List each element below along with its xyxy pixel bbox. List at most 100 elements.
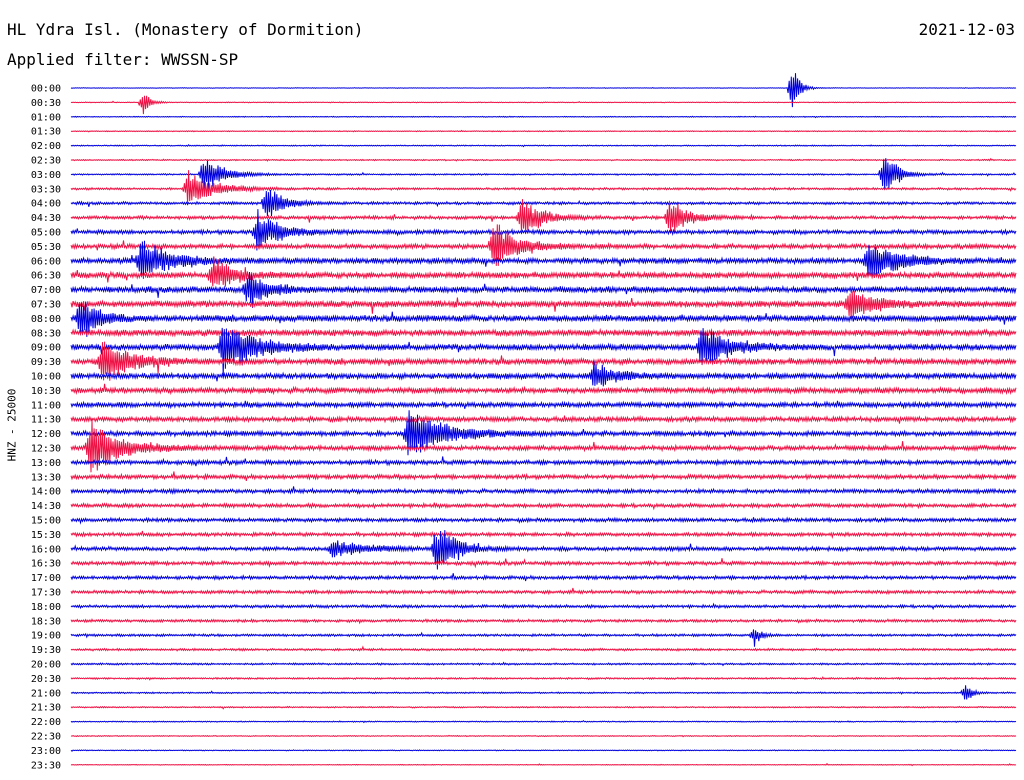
- row-time-label: 21:00: [31, 688, 61, 699]
- row-time-label: 12:30: [31, 444, 61, 455]
- row-time-label: 15:00: [31, 516, 61, 527]
- row-time-label: 03:30: [31, 184, 61, 195]
- seismic-trace-0000: [70, 73, 1017, 108]
- seismic-trace-1600: [70, 530, 1017, 570]
- seismic-trace-1400: [70, 486, 1017, 496]
- row-time-label: 16:30: [31, 559, 61, 570]
- seismic-trace-0200: [70, 144, 1017, 148]
- seismic-trace-2330: [70, 762, 1017, 767]
- row-time-label: 11:30: [31, 415, 61, 426]
- row-time-label: 19:00: [31, 631, 61, 642]
- seismic-trace-0130: [70, 129, 1017, 133]
- row-time-label: 12:00: [31, 429, 61, 440]
- station-title: HL Ydra Isl. (Monastery of Dormition): [7, 20, 364, 39]
- row-time-label: 07:00: [31, 285, 61, 296]
- row-time-label: 13:00: [31, 458, 61, 469]
- row-time-label: 22:30: [31, 732, 61, 743]
- seismic-trace-2230: [70, 734, 1017, 738]
- row-time-label: 00:00: [31, 84, 61, 95]
- date-label: 2021-12-03: [918, 20, 1015, 39]
- row-time-label: 02:00: [31, 141, 61, 152]
- seismic-trace-0100: [70, 115, 1017, 119]
- seismic-trace-0400: [70, 189, 1017, 217]
- seismic-trace-2130: [70, 705, 1017, 710]
- row-time-label: 13:30: [31, 472, 61, 483]
- row-time-label: 08:00: [31, 314, 61, 325]
- seismic-trace-1230: [70, 419, 1017, 473]
- seismic-trace-2300: [70, 749, 1017, 752]
- row-time-label: 21:30: [31, 703, 61, 714]
- seismic-trace-1530: [70, 530, 1017, 539]
- row-time-label: 22:00: [31, 717, 61, 728]
- seismic-trace-2100: [70, 685, 1017, 700]
- seismic-trace-1100: [70, 400, 1017, 410]
- row-time-label: 06:30: [31, 271, 61, 282]
- row-time-label: 11:00: [31, 400, 61, 411]
- seismic-trace-1500: [70, 516, 1017, 525]
- row-time-label: 20:30: [31, 674, 61, 685]
- seismic-trace-1900: [70, 629, 1017, 647]
- seismic-trace-1030: [70, 383, 1017, 396]
- seismic-trace-1000: [70, 360, 1017, 387]
- row-time-label: 00:30: [31, 98, 61, 109]
- seismic-trace-1130: [70, 414, 1017, 424]
- seismic-trace-0030: [70, 95, 1017, 115]
- seismic-trace-1700: [70, 573, 1017, 582]
- row-time-label: 19:30: [31, 645, 61, 656]
- row-time-label: 16:00: [31, 544, 61, 555]
- seismic-trace-0230: [70, 157, 1017, 162]
- seismic-trace-2000: [70, 661, 1017, 667]
- row-time-label: 05:30: [31, 242, 61, 253]
- seismic-trace-0930: [70, 341, 1017, 381]
- row-time-label: 01:00: [31, 112, 61, 123]
- seismic-trace-0830: [70, 327, 1017, 338]
- seismic-trace-2030: [70, 676, 1017, 681]
- seismic-trace-1630: [70, 558, 1017, 569]
- row-time-label: 17:30: [31, 588, 61, 599]
- seismic-trace-0600: [70, 240, 1017, 279]
- seismic-trace-1730: [70, 587, 1017, 596]
- seismic-trace-1330: [70, 471, 1017, 482]
- row-time-label: 03:00: [31, 170, 61, 181]
- row-time-label: 01:30: [31, 127, 61, 138]
- seismic-trace-0530: [70, 224, 1017, 266]
- row-time-label: 09:30: [31, 357, 61, 368]
- row-time-label: 10:00: [31, 372, 61, 383]
- row-time-label: 05:00: [31, 228, 61, 239]
- seismic-trace-0500: [70, 209, 1017, 251]
- row-time-label: 10:30: [31, 386, 61, 397]
- seismic-trace-0800: [70, 301, 1017, 337]
- seismic-trace-0430: [70, 199, 1017, 235]
- seismic-trace-0330: [70, 170, 1017, 205]
- seismic-trace-0700: [70, 271, 1017, 308]
- seismic-trace-2200: [70, 719, 1017, 724]
- seismic-trace-0630: [70, 256, 1017, 287]
- seismic-trace-0300: [70, 158, 1017, 190]
- seismic-trace-0730: [70, 291, 1017, 318]
- row-time-label: 02:30: [31, 156, 61, 167]
- seismic-trace-1800: [70, 602, 1017, 611]
- row-time-label: 23:00: [31, 746, 61, 757]
- row-time-label: 20:00: [31, 660, 61, 671]
- row-time-label: 04:00: [31, 199, 61, 210]
- row-time-label: 08:30: [31, 328, 61, 339]
- row-time-label: 07:30: [31, 300, 61, 311]
- row-time-label: 18:00: [31, 602, 61, 613]
- row-time-label: 09:00: [31, 343, 61, 354]
- row-time-label: 04:30: [31, 213, 61, 224]
- row-time-label: 18:30: [31, 616, 61, 627]
- row-time-label: 14:30: [31, 501, 61, 512]
- seismic-trace-1430: [70, 501, 1017, 511]
- seismic-trace-0900: [70, 327, 1017, 377]
- row-time-label: 23:30: [31, 760, 61, 771]
- seismic-trace-1200: [70, 410, 1017, 456]
- row-time-label: 15:30: [31, 530, 61, 541]
- seismic-trace-1930: [70, 645, 1017, 652]
- seismic-trace-1300: [70, 456, 1017, 467]
- seismic-trace-1830: [70, 618, 1017, 625]
- row-time-label: 06:00: [31, 256, 61, 267]
- row-time-label: 14:00: [31, 487, 61, 498]
- row-time-label: 17:00: [31, 573, 61, 584]
- filter-label: Applied filter: WWSSN-SP: [7, 50, 239, 69]
